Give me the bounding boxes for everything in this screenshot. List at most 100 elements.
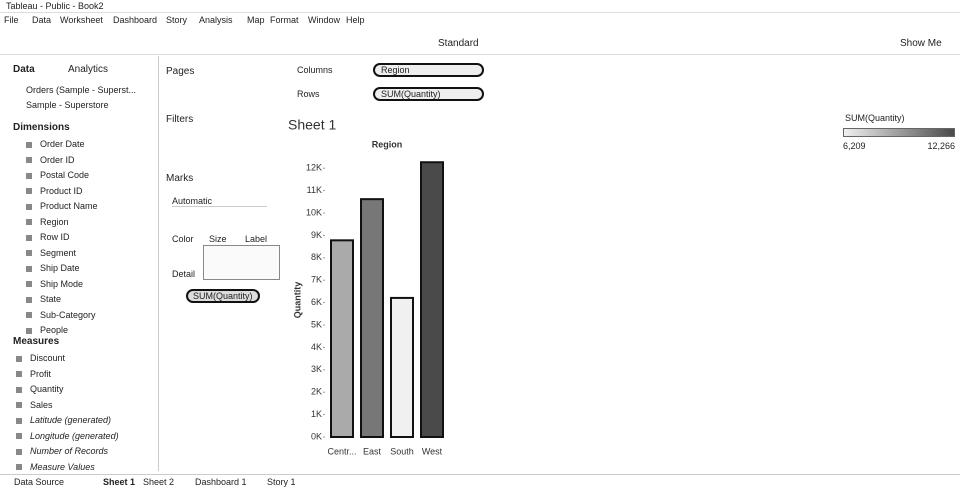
y-tick-label: 12K bbox=[306, 163, 322, 173]
dimension-field[interactable]: Segment bbox=[26, 248, 76, 258]
field-icon bbox=[16, 386, 22, 393]
field-name: Postal Code bbox=[40, 170, 90, 180]
sheet-tab[interactable]: Sheet 2 bbox=[143, 477, 175, 487]
toolbar: Standard Show Me bbox=[0, 34, 960, 55]
field-icon bbox=[16, 433, 22, 440]
measure-field[interactable]: Longitude (generated) bbox=[16, 431, 119, 441]
rows-pill[interactable]: SUM(Quantity) bbox=[373, 87, 484, 101]
y-tick-label: 4K bbox=[311, 342, 322, 352]
sheet-tab[interactable]: Sheet 1 bbox=[103, 477, 136, 487]
y-axis-title: Quantity bbox=[292, 282, 302, 319]
menu-item[interactable]: Analysis bbox=[199, 15, 233, 25]
fit-dropdown[interactable]: Standard bbox=[438, 38, 479, 49]
field-icon bbox=[26, 141, 32, 148]
menu-item[interactable]: Format bbox=[270, 15, 299, 25]
field-icon bbox=[26, 219, 32, 226]
field-icon bbox=[26, 234, 32, 241]
field-name: Product Name bbox=[40, 201, 98, 211]
sheet-tab[interactable]: Dashboard 1 bbox=[195, 477, 247, 487]
marks-title: Marks bbox=[166, 173, 194, 184]
dimension-field[interactable]: State bbox=[26, 294, 61, 304]
measure-field[interactable]: Quantity bbox=[16, 384, 64, 394]
size-slider[interactable] bbox=[203, 245, 280, 280]
dimension-field[interactable]: People bbox=[26, 325, 68, 335]
y-tick-label: 7K bbox=[311, 275, 322, 285]
columns-shelf-label: Columns bbox=[297, 65, 333, 75]
bar bbox=[420, 161, 444, 438]
y-tick-label: 11K bbox=[307, 185, 322, 195]
legend-min: 6,209 bbox=[843, 141, 866, 151]
dimension-field[interactable]: Row ID bbox=[26, 232, 70, 242]
field-name: Latitude (generated) bbox=[30, 415, 112, 425]
field-icon bbox=[26, 188, 32, 195]
field-icon bbox=[26, 312, 32, 319]
legend-gradient bbox=[843, 128, 955, 137]
data-source[interactable]: Sample - Superstore bbox=[26, 100, 109, 110]
field-name: Product ID bbox=[40, 185, 83, 196]
menu-item[interactable]: Story bbox=[166, 15, 188, 25]
measure-field[interactable]: Measure Values bbox=[16, 462, 95, 472]
menu-item[interactable]: Help bbox=[346, 15, 365, 25]
field-name: Region bbox=[40, 216, 69, 227]
chart: Sheet 1 Region Quantity 0K 1K 2K 3K 4K 5K 6K 7K… bbox=[288, 117, 444, 456]
field-name: Discount bbox=[30, 353, 66, 363]
measure-field[interactable]: Sales bbox=[16, 400, 53, 410]
data-tab[interactable]: Data bbox=[13, 64, 35, 75]
field-icon bbox=[26, 250, 32, 257]
measure-field[interactable]: Profit bbox=[16, 369, 51, 379]
measure-field[interactable]: Number of Records bbox=[16, 446, 108, 456]
color-legend: SUM(Quantity) 6,209 12,266 bbox=[843, 113, 955, 153]
legend-max: 12,266 bbox=[927, 141, 955, 151]
dimension-field[interactable]: Product ID bbox=[26, 186, 83, 196]
columns-pill[interactable]: Region bbox=[373, 63, 484, 77]
marks-button[interactable]: Detail bbox=[172, 269, 196, 279]
data-source[interactable]: Orders (Sample - Superst... bbox=[26, 85, 137, 95]
field-icon bbox=[26, 281, 32, 288]
mark-type-dropdown[interactable]: Automatic bbox=[172, 196, 267, 207]
dimension-field[interactable]: Order Date bbox=[26, 139, 85, 149]
marks-button[interactable]: Size bbox=[209, 234, 227, 244]
dimension-field[interactable]: Sub-Category bbox=[26, 310, 96, 320]
field-icon bbox=[26, 172, 32, 179]
marks-button[interactable]: Color bbox=[172, 234, 194, 244]
field-name: Order ID bbox=[40, 154, 75, 165]
field-icon bbox=[16, 448, 22, 455]
show-me-button[interactable]: Show Me bbox=[900, 38, 942, 49]
menu-item[interactable]: Map bbox=[247, 15, 265, 25]
sheet-tab[interactable]: Data Source bbox=[14, 477, 65, 487]
pages-shelf-label: Pages bbox=[166, 66, 195, 77]
y-tick-label: 3K bbox=[311, 364, 322, 374]
dimension-field[interactable]: Region bbox=[26, 217, 69, 227]
marks-button[interactable]: Label bbox=[245, 234, 268, 244]
sheet-tabs: Data Source Sheet 1 Sheet 2 Dashboard 1 Stor… bbox=[0, 474, 960, 489]
field-name: Number of Records bbox=[30, 446, 109, 456]
dimension-field[interactable]: Ship Mode bbox=[26, 279, 83, 289]
field-icon bbox=[26, 296, 32, 303]
field-icon bbox=[26, 265, 32, 272]
analytics-tab[interactable]: Analytics bbox=[68, 64, 109, 75]
menu-item[interactable]: File bbox=[4, 15, 19, 25]
dimension-field[interactable]: Product Name bbox=[26, 201, 98, 211]
y-tick-label: 2K bbox=[311, 387, 322, 397]
field-name: Segment bbox=[40, 247, 77, 258]
y-tick-label: 9K bbox=[311, 230, 322, 240]
dimension-field[interactable]: Ship Date bbox=[26, 263, 80, 273]
field-icon bbox=[16, 355, 22, 362]
measure-field[interactable]: Latitude (generated) bbox=[16, 415, 111, 425]
field-name: People bbox=[40, 325, 69, 335]
sheet-tab[interactable]: Story 1 bbox=[267, 477, 296, 487]
marks-pill[interactable]: SUM(Quantity) bbox=[186, 289, 260, 303]
menu-item[interactable]: Worksheet bbox=[60, 15, 103, 25]
dimension-field[interactable]: Postal Code bbox=[26, 170, 89, 180]
title-bar: Tableau - Public - Book2 bbox=[0, 0, 960, 13]
menu-item[interactable]: Dashboard bbox=[113, 15, 158, 25]
filters-shelf-label: Filters bbox=[166, 114, 194, 125]
y-tick-label: 1K bbox=[311, 409, 322, 419]
field-name: State bbox=[40, 294, 62, 304]
field-icon bbox=[16, 402, 22, 409]
bar bbox=[330, 239, 354, 438]
measure-field[interactable]: Discount bbox=[16, 353, 65, 363]
menu-item[interactable]: Data bbox=[32, 15, 52, 25]
menu-item[interactable]: Window bbox=[308, 15, 341, 25]
dimension-field[interactable]: Order ID bbox=[26, 155, 75, 165]
